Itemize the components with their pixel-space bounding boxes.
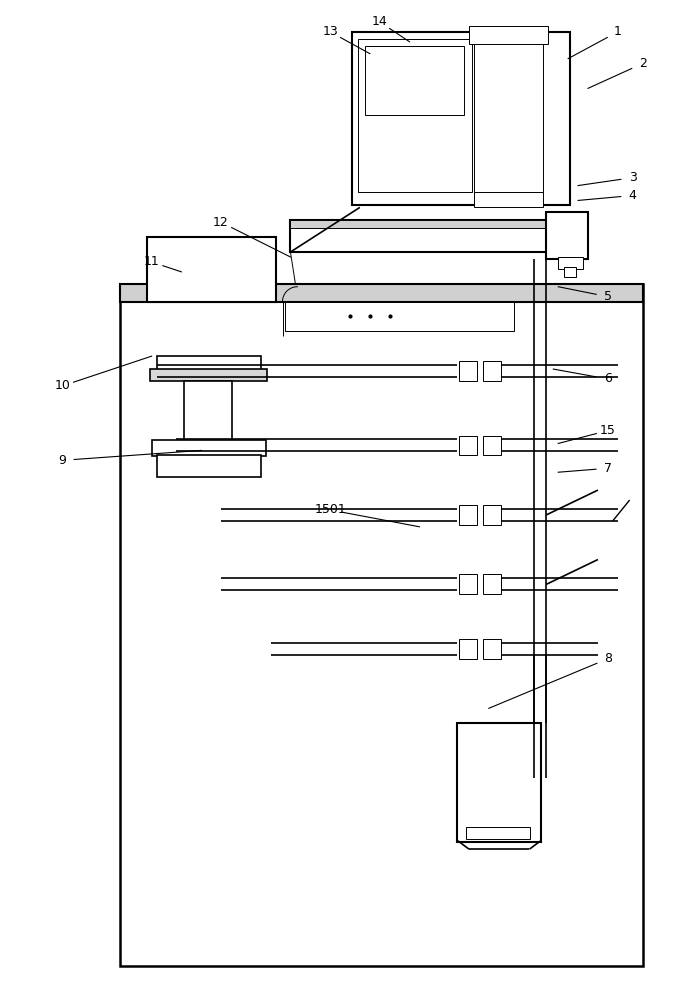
Bar — [546, 212, 588, 259]
Text: 9: 9 — [59, 454, 66, 467]
Bar — [459, 361, 477, 381]
Bar — [474, 39, 544, 192]
Text: 1: 1 — [614, 25, 621, 38]
Text: 2: 2 — [639, 57, 646, 70]
Bar — [156, 356, 260, 374]
Text: 8: 8 — [604, 652, 612, 665]
Text: 3: 3 — [629, 171, 637, 184]
Bar — [558, 257, 583, 269]
Text: 5: 5 — [604, 290, 612, 303]
Bar — [483, 639, 501, 659]
Bar — [150, 369, 267, 381]
Bar — [184, 381, 232, 445]
Text: 6: 6 — [604, 372, 612, 385]
Bar — [483, 574, 501, 594]
Bar — [564, 267, 576, 277]
Text: 1501: 1501 — [314, 503, 346, 516]
Bar — [459, 574, 477, 594]
Bar — [365, 46, 464, 115]
Bar — [120, 284, 643, 302]
Bar — [474, 192, 544, 207]
Bar — [156, 455, 260, 477]
Bar — [483, 505, 501, 525]
Bar — [483, 361, 501, 381]
Bar — [285, 302, 513, 331]
Text: 4: 4 — [629, 189, 637, 202]
Bar — [147, 237, 276, 302]
Bar — [483, 436, 501, 455]
Bar — [352, 32, 570, 205]
Bar — [469, 26, 548, 44]
Bar — [120, 284, 643, 966]
Bar — [291, 220, 548, 252]
Text: 10: 10 — [54, 379, 70, 392]
Text: 13: 13 — [322, 25, 338, 38]
Text: 12: 12 — [213, 216, 229, 229]
Bar — [152, 440, 266, 456]
Text: 7: 7 — [604, 462, 612, 475]
Bar — [291, 220, 548, 228]
Bar — [459, 639, 477, 659]
Bar — [466, 827, 531, 839]
Bar — [457, 723, 542, 842]
Text: 15: 15 — [600, 424, 616, 437]
Bar — [358, 39, 472, 192]
Text: 14: 14 — [372, 15, 388, 28]
Bar — [459, 505, 477, 525]
Text: 11: 11 — [144, 255, 159, 268]
Bar — [459, 436, 477, 455]
